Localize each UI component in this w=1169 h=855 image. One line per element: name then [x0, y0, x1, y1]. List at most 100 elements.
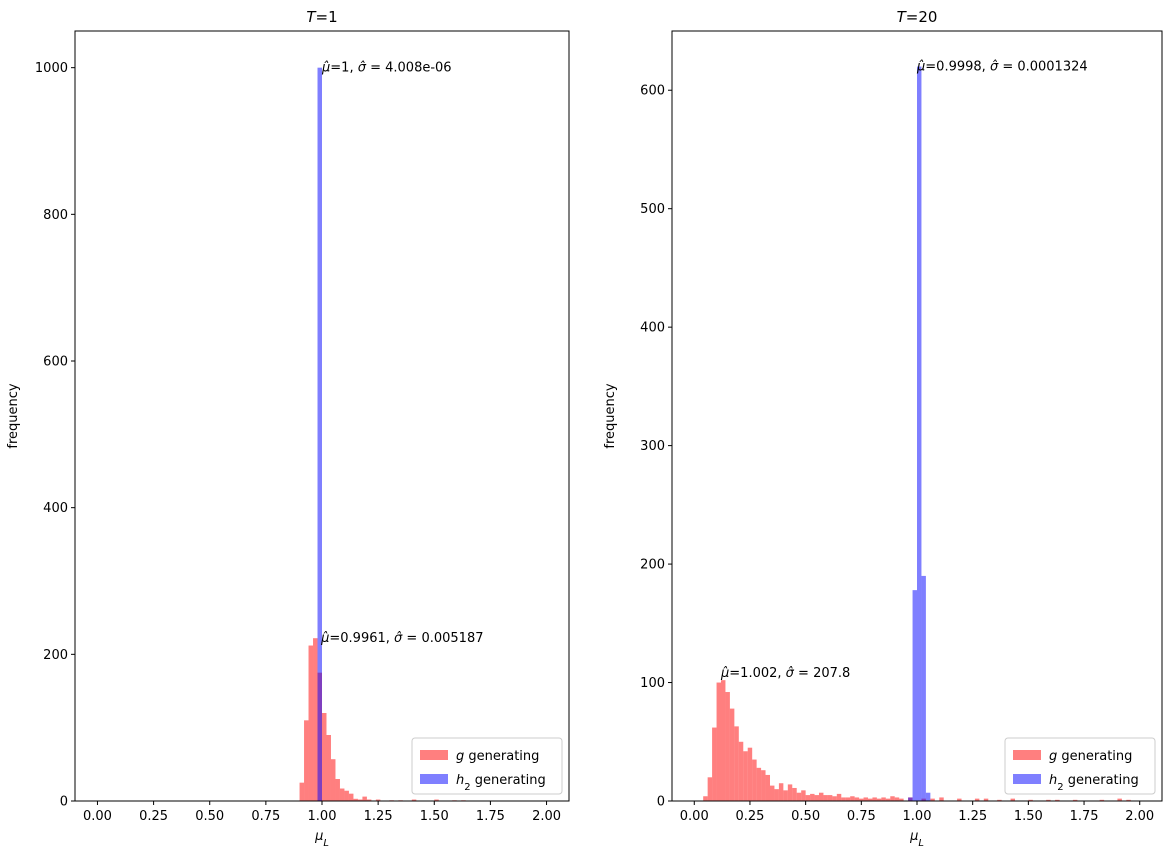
histogram-bar [348, 793, 354, 801]
histogram-bar [859, 798, 864, 801]
histogram-bar [939, 797, 944, 801]
histogram-bar [778, 783, 784, 801]
stats-annotation-2: μ̂=0.9998, σ̂ = 0.0001324 [916, 60, 1088, 75]
histogram-bar [313, 638, 318, 801]
y-tick-label: 200 [43, 648, 68, 663]
histogram-bar [761, 770, 766, 801]
histogram-bar [721, 680, 726, 801]
histogram-bar [752, 759, 757, 801]
histogram-bar [1046, 799, 1051, 801]
legend: g generating h2 generating [1004, 737, 1156, 795]
histogram-bar [925, 792, 931, 801]
x-tick-label: 1.75 [476, 809, 505, 824]
x-tick-label: 2.00 [1125, 809, 1154, 824]
histogram-bar [983, 798, 989, 801]
histogram-bar [322, 713, 327, 801]
histogram-bar [823, 795, 828, 801]
legend-swatch [420, 750, 448, 760]
x-axis-label: μL [909, 829, 924, 849]
histogram-bar [330, 759, 336, 801]
histogram-bar [434, 799, 439, 801]
x-tick-label: 0.75 [251, 809, 280, 824]
histogram-bar [353, 798, 358, 801]
histogram-bar [738, 741, 744, 801]
histogram-bar [375, 799, 381, 801]
y-tick-label: 800 [43, 208, 68, 223]
x-tick-label: 0.00 [680, 809, 709, 824]
histogram-bar [792, 787, 797, 801]
legend-entry-label: h2 generating [456, 773, 546, 793]
histogram-bar [1117, 798, 1122, 801]
series-h2-generating [317, 67, 322, 802]
histogram-bar [894, 797, 900, 801]
histogram-bar [1028, 799, 1033, 801]
legend-entry-label: g generating [456, 749, 539, 764]
x-tick-label: 1.50 [1014, 809, 1043, 824]
histogram-bar [810, 793, 815, 801]
histogram-bar [912, 590, 917, 801]
histogram-bar [335, 779, 340, 801]
legend-entry-label: h2 generating [1049, 773, 1139, 793]
legend-swatch [1013, 750, 1041, 760]
x-tick-label: 0.75 [847, 809, 876, 824]
histogram-bar [770, 785, 775, 801]
x-tick-label: 0.25 [139, 809, 168, 824]
histogram-bar [854, 797, 860, 801]
stats-annotation-1: μ̂=1.002, σ̂ = 207.8 [720, 666, 850, 681]
histogram-bar [1072, 799, 1078, 801]
x-tick-label: 1.25 [958, 809, 987, 824]
histogram-bar [974, 798, 980, 801]
x-tick-label: 1.75 [1070, 809, 1099, 824]
histogram-bar [881, 797, 886, 801]
histogram-bar [908, 797, 913, 801]
histogram-bar [845, 797, 851, 801]
y-tick-label: 400 [640, 321, 665, 336]
x-axis-label: μL [314, 829, 329, 849]
x-tick-label: 0.50 [195, 809, 224, 824]
histogram-bar [796, 792, 802, 801]
chart-panel-1: 0.00 0.25 0.50 0.75 1.00 1.25 1.50 1.75 2.00 0 200… [6, 8, 570, 849]
histogram-bar [317, 67, 322, 802]
histogram-bar [703, 796, 708, 801]
x-tick-label: 1.25 [364, 809, 393, 824]
legend-frame [411, 737, 563, 795]
histogram-bar [326, 735, 331, 801]
legend-frame [1004, 737, 1156, 795]
legend-swatch [420, 774, 448, 784]
histogram-bar [734, 726, 739, 801]
histogram-bar [756, 767, 762, 801]
histogram-bar [850, 796, 855, 801]
stats-annotation-2: μ̂=1, σ̂ = 4.008e-06 [321, 61, 452, 76]
histogram-bar [1010, 798, 1015, 801]
x-tick-label: 1.50 [420, 809, 449, 824]
histogram-bar [362, 796, 367, 801]
x-tick-label: 0.50 [791, 809, 820, 824]
histogram-bar [836, 793, 842, 801]
x-tick-label: 0.25 [735, 809, 764, 824]
histogram-bar [885, 798, 891, 801]
y-axis-label: frequency [6, 383, 21, 449]
series-g-generating [703, 680, 1131, 801]
y-tick-label: 400 [43, 501, 68, 516]
histogram-bar [841, 797, 846, 801]
chart-panel-2: 0.00 0.25 0.50 0.75 1.00 1.25 1.50 1.75 2.00 0 100… [603, 8, 1163, 849]
histogram-bar [899, 798, 904, 801]
histogram-bar [765, 774, 770, 801]
histogram-bar [299, 782, 305, 801]
x-tick-label: 2.00 [532, 809, 561, 824]
histogram-bar [827, 795, 833, 801]
histogram-bar [1055, 799, 1060, 801]
y-tick-label: 200 [640, 558, 665, 573]
histogram-bar [801, 790, 806, 801]
histogram-bar [712, 727, 717, 801]
y-tick-label: 600 [640, 84, 665, 99]
histogram-bar [716, 682, 721, 801]
histogram-bar [411, 799, 417, 801]
histogram-bar [876, 798, 882, 801]
y-tick-label: 1000 [35, 61, 68, 76]
histogram-bar [366, 799, 372, 801]
histogram-bar [357, 799, 363, 801]
chart-title: T=20 [897, 8, 938, 26]
histogram-bar [819, 792, 824, 801]
